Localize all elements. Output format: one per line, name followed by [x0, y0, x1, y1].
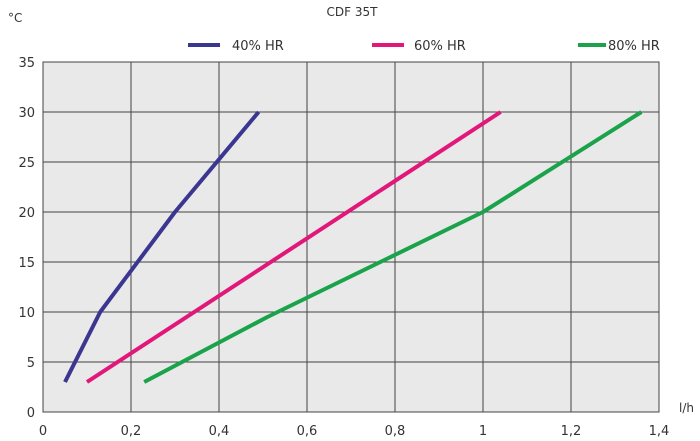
- plot-area: [43, 62, 659, 412]
- series-line-1: [63, 110, 261, 383]
- series-lines: [63, 110, 643, 384]
- x-tick-label: 0,6: [297, 424, 318, 439]
- y-tick-label: 35: [18, 56, 35, 71]
- legend-label-1: 40% HR: [232, 39, 284, 54]
- series-line-3: [143, 110, 643, 384]
- y-tick-label: 15: [18, 256, 35, 271]
- x-tick-label: 1: [479, 424, 487, 439]
- y-tick-label: 25: [18, 156, 35, 171]
- grid: [42, 61, 660, 413]
- x-tick-label: 0,2: [121, 424, 142, 439]
- y-axis-unit: °C: [8, 11, 22, 25]
- y-tick-label: 30: [18, 106, 35, 121]
- plot-border: [42, 61, 660, 413]
- legend-label-3: 80% HR: [608, 39, 660, 54]
- x-axis-unit: l/h: [679, 401, 694, 415]
- x-tick-label: 0,4: [209, 424, 230, 439]
- y-tick-label: 20: [18, 206, 35, 221]
- y-axis-tick-labels: 0 5 10 15 20 25 30 35: [18, 56, 35, 421]
- x-axis-tick-labels: 0 0,2 0,4 0,6 0,8 1 1,2 1,4: [39, 424, 669, 439]
- legend-label-2: 60% HR: [414, 39, 466, 54]
- chart-title: CDF 35T: [327, 5, 379, 19]
- x-tick-label: 0: [39, 424, 47, 439]
- y-tick-label: 10: [18, 306, 35, 321]
- x-tick-label: 1,2: [561, 424, 582, 439]
- y-tick-label: 5: [27, 356, 35, 371]
- y-tick-label: 0: [27, 406, 35, 421]
- x-tick-label: 1,4: [649, 424, 670, 439]
- x-tick-label: 0,8: [385, 424, 406, 439]
- legend: 40% HR 60% HR 80% HR: [188, 39, 660, 54]
- series-line-2: [85, 110, 502, 384]
